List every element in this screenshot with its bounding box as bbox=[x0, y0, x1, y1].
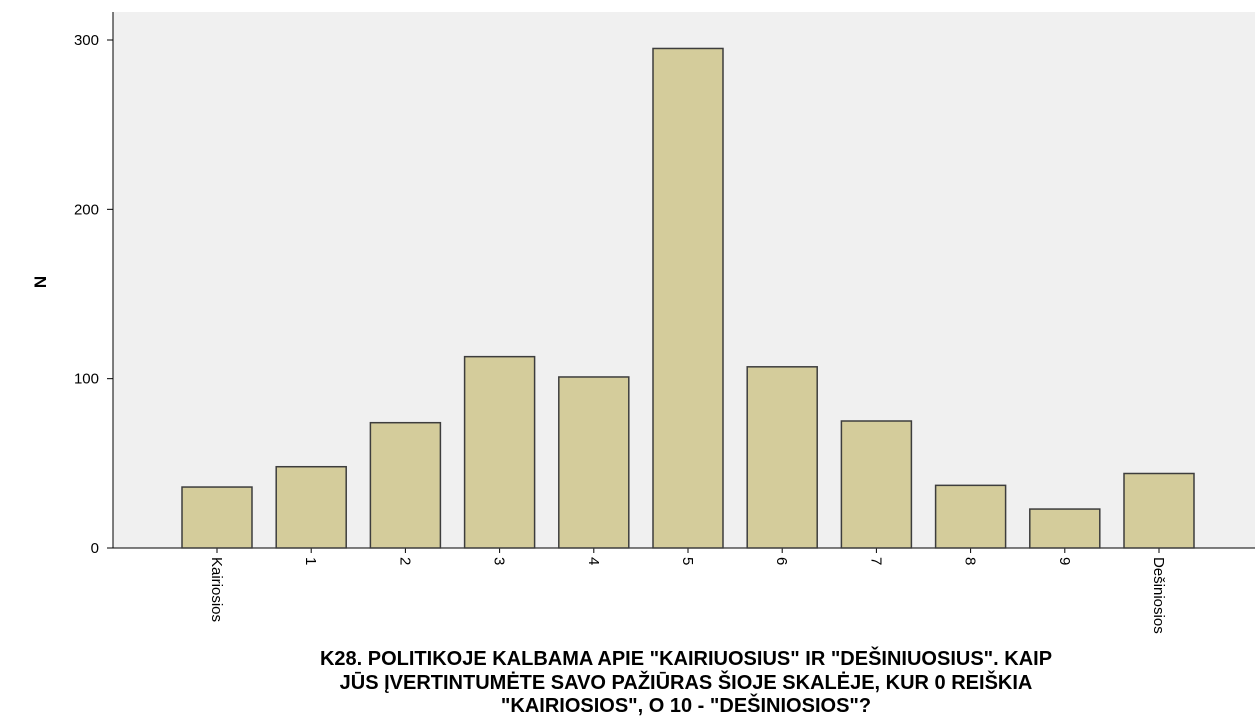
category-label: 7 bbox=[867, 557, 884, 565]
x-axis-label: K28. POLITIKOJE KALBAMA APIE "KAIRIUOSIU… bbox=[320, 646, 1052, 717]
category-label: 9 bbox=[1056, 557, 1073, 565]
x-axis-label-line: "KAIRIOSIOS", O 10 - "DEŠINIOSIOS"? bbox=[501, 693, 871, 717]
bar bbox=[1123, 472, 1195, 549]
x-axis-label-line: K28. POLITIKOJE KALBAMA APIE "KAIRIUOSIU… bbox=[320, 646, 1052, 670]
category-label: 8 bbox=[962, 557, 979, 565]
category-label: 5 bbox=[679, 557, 696, 565]
category-label: 4 bbox=[585, 557, 602, 565]
category-label: Kairiosios bbox=[208, 557, 225, 622]
bar bbox=[746, 366, 818, 549]
y-tick-label: 200 bbox=[74, 201, 99, 218]
bar bbox=[558, 376, 630, 549]
y-tick-label: 0 bbox=[91, 540, 99, 557]
bar bbox=[463, 355, 536, 549]
bar bbox=[1029, 508, 1101, 549]
category-label: 3 bbox=[491, 557, 508, 565]
category-label: Dešiniosios bbox=[1150, 557, 1167, 634]
category-labels: Kairiosios 1 2 3 4 5 6 7 8 9 Dešiniosios bbox=[208, 557, 1167, 634]
bars bbox=[181, 47, 1195, 549]
y-axis-label: N bbox=[31, 276, 50, 288]
bar bbox=[181, 486, 253, 549]
bar bbox=[275, 465, 347, 549]
bar bbox=[652, 47, 724, 549]
category-label: 1 bbox=[302, 557, 319, 565]
y-tick-label: 100 bbox=[74, 371, 99, 388]
bar bbox=[369, 421, 442, 549]
x-axis-label-line: JŪS ĮVERTINTUMĖTE SAVO PAŽIŪRAS ŠIOJE SK… bbox=[340, 670, 1033, 694]
y-tick-label: 300 bbox=[74, 32, 99, 49]
category-label: 6 bbox=[773, 557, 790, 565]
y-axis: 0 100 200 300 bbox=[74, 12, 114, 557]
bar bbox=[840, 420, 913, 549]
category-label: 2 bbox=[396, 557, 413, 565]
bar bbox=[934, 484, 1007, 549]
